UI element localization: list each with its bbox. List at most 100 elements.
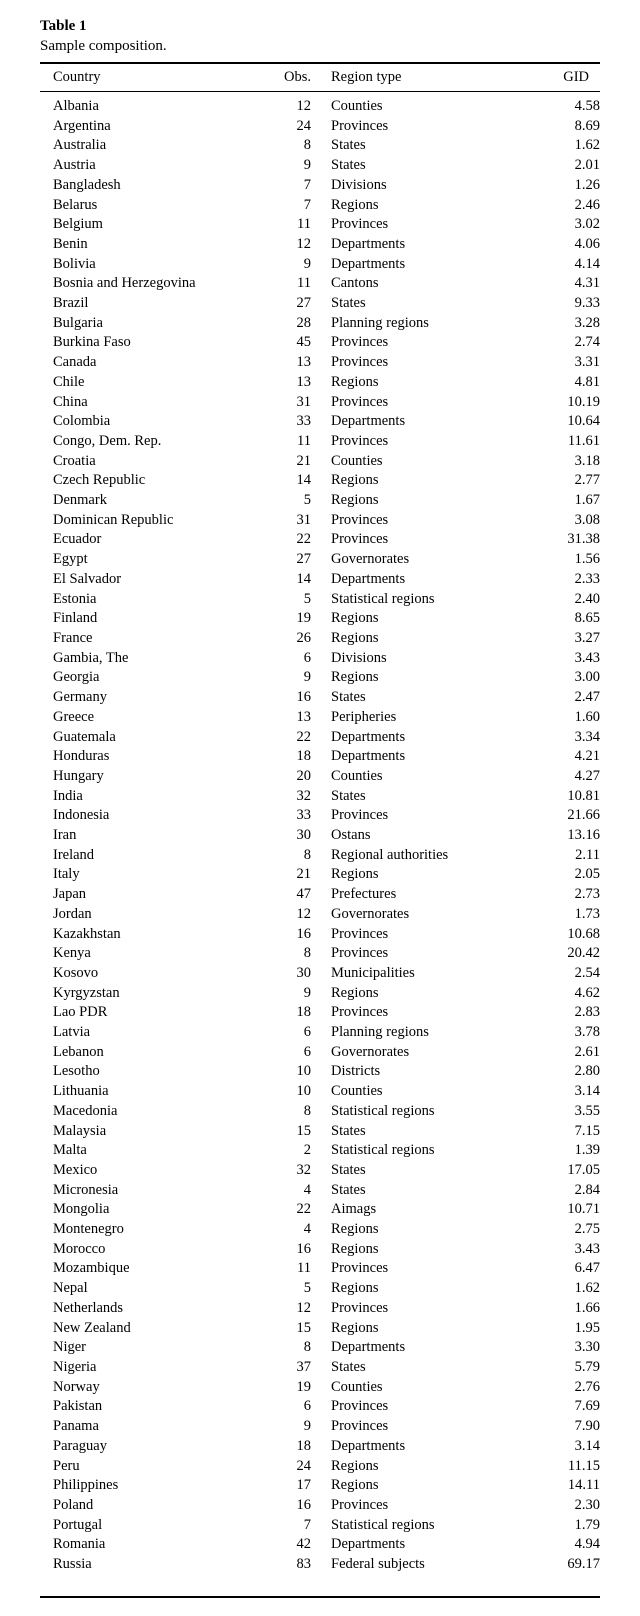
cell-region-type: Regions [331,610,379,627]
cell-spacer [311,1220,331,1240]
cell-country: Germany [53,689,107,706]
cell-spacer [311,1378,331,1398]
cell-country: Denmark [53,492,107,509]
table-row: Morocco 16 Regions 3.43 [40,1240,600,1260]
cell-spacer [311,1259,331,1279]
cell-gid: 1.67 [574,492,600,509]
cell-obs: 28 [296,314,312,331]
cell-obs: 16 [296,689,312,706]
cell-gid: 1.39 [574,1142,600,1159]
cell-gid: 2.40 [574,590,600,607]
cell-obs: 11 [297,432,311,449]
cell-obs: 22 [296,531,312,548]
cell-gid: 1.56 [574,551,600,568]
cell-country: Morocco [53,1240,106,1257]
cell-region-type: Regions [331,472,379,489]
cell-gid: 1.62 [574,1280,600,1297]
cell-obs: 27 [296,551,312,568]
table-row: Kazakhstan 16 Provinces 10.68 [40,925,600,945]
table-header-row: Country Obs. Region type GID [40,66,600,88]
table-row: Pakistan 6 Provinces 7.69 [40,1397,600,1417]
table-row: Macedonia 8 Statistical regions 3.55 [40,1102,600,1122]
cell-spacer [311,1279,331,1299]
cell-country: France [53,629,93,646]
cell-country: China [53,393,88,410]
table-row: Bolivia 9 Departments 4.14 [40,255,600,275]
cell-gid: 3.28 [574,314,600,331]
cell-gid: 5.79 [574,1359,600,1375]
cell-spacer [311,570,331,590]
cell-region-type: Regional authorities [331,846,449,863]
cell-gid: 4.06 [574,235,600,252]
cell-country: Congo, Dem. Rep. [53,432,162,449]
cell-country: Kenya [53,945,91,962]
table-row: Malta 2 Statistical regions 1.39 [40,1141,600,1161]
cell-obs: 32 [296,1161,312,1178]
cell-gid: 1.60 [574,708,600,725]
cell-gid: 69.17 [567,1556,600,1573]
cell-gid: 4.21 [574,748,600,765]
cell-obs: 11 [297,275,311,292]
cell-obs: 8 [303,1102,311,1119]
cell-region-type: Counties [331,98,383,114]
table-row: Mongolia 22 Aimags 10.71 [40,1200,600,1220]
cell-gid: 10.71 [567,1201,600,1218]
table-row: Czech Republic 14 Regions 2.77 [40,471,600,491]
table-row: Austria 9 States 2.01 [40,156,600,176]
cell-country: Kazakhstan [53,925,121,942]
cell-spacer [311,1535,331,1555]
table-row: Egypt 27 Governorates 1.56 [40,550,600,570]
cell-gid: 3.43 [574,1240,600,1257]
cell-region-type: Departments [331,255,406,272]
cell-country: Panama [53,1418,99,1435]
cell-spacer [311,747,331,767]
cell-gid: 3.34 [574,728,600,745]
cell-spacer [311,1417,331,1437]
cell-gid: 11.61 [567,432,600,449]
table-body: Albania 12 Counties 4.58 Argentina 24 Province… [40,97,600,1575]
cell-gid: 4.27 [574,767,600,784]
cell-region-type: States [331,157,366,174]
cell-gid: 3.18 [574,452,600,469]
cell-spacer [311,156,331,176]
table-row: Latvia 6 Planning regions 3.78 [40,1023,600,1043]
cell-obs: 21 [296,866,312,883]
cell-gid: 3.27 [574,629,600,646]
cell-obs: 30 [296,827,312,844]
table-row: Gambia, The 6 Divisions 3.43 [40,649,600,669]
cell-country: Estonia [53,590,97,607]
cell-spacer [311,826,331,846]
cell-spacer [311,1358,331,1378]
cell-spacer [311,294,331,314]
cell-region-type: Departments [331,1339,406,1356]
cell-spacer [311,1043,331,1063]
cell-country: Belgium [53,216,103,233]
cell-country: Lao PDR [53,1004,108,1021]
table-row: Hungary 20 Counties 4.27 [40,767,600,787]
cell-obs: 18 [296,1437,312,1454]
cell-gid: 7.90 [574,1418,600,1435]
cell-region-type: Peripheries [331,708,397,725]
cell-gid: 3.14 [574,1437,600,1454]
cell-region-type: Regions [331,492,379,509]
table-row: Benin 12 Departments 4.06 [40,235,600,255]
cell-gid: 10.68 [567,925,600,942]
cell-obs: 15 [296,1122,312,1139]
cell-obs: 83 [296,1556,312,1573]
cell-obs: 19 [296,1378,312,1395]
table-row: New Zealand 15 Regions 1.95 [40,1319,600,1339]
cell-obs: 7 [303,1516,311,1533]
cell-spacer [311,511,331,531]
cell-country: Dominican Republic [53,511,174,528]
cell-country: Pakistan [53,1398,103,1415]
cell-spacer [311,550,331,570]
cell-obs: 12 [296,98,312,114]
cell-region-type: Departments [331,570,406,587]
cell-gid: 2.83 [574,1004,600,1021]
table-row: Kyrgyzstan 9 Regions 4.62 [40,984,600,1004]
cell-spacer [311,412,331,432]
table-row: Greece 13 Peripheries 1.60 [40,708,600,728]
cell-obs: 8 [303,1339,311,1356]
header-region-type: Region type [331,69,402,85]
